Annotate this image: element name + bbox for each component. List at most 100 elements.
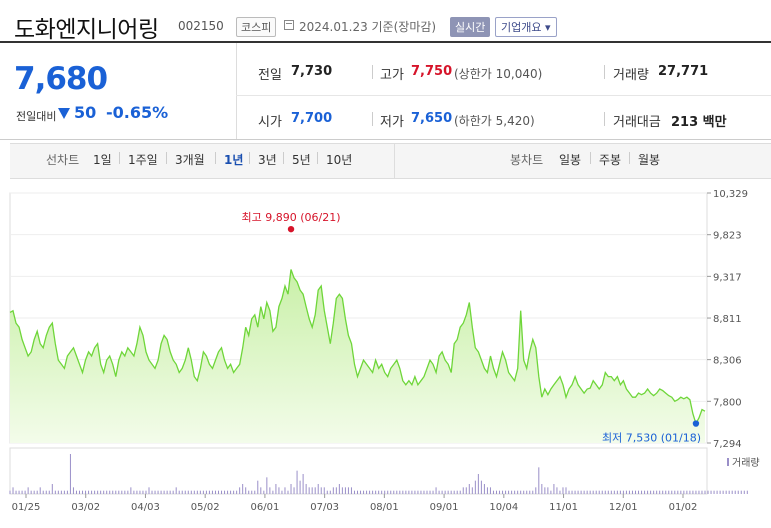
volume-bar [517,490,519,494]
volume-bar [641,490,643,494]
volume-bar [363,490,365,494]
y-tick-label: 10,329 [713,190,748,200]
period-3month[interactable]: 3개월 [175,153,205,167]
volume-bar [737,490,739,494]
volume-bar [75,490,77,494]
volume-bar [196,490,198,494]
x-tick-label: 10/04 [489,502,518,513]
period-1year[interactable]: 1년 [224,153,244,167]
volume-bar [622,490,624,494]
period-10year[interactable]: 10년 [326,153,353,167]
volume-bar [716,490,718,494]
volume-bar [523,490,525,494]
volume-bar [647,490,649,494]
volume-bar [610,490,612,494]
volume-bar [103,490,105,494]
volume-bar [453,490,455,494]
volume-bar [136,490,138,494]
volume-bar [299,480,301,494]
volume-bar [148,487,150,494]
price-chart[interactable]: 10,329 9,823 9,317 8,811 8,306 7,800 7,294 최고 … [0,190,771,528]
volume-bar [477,474,479,494]
volume-bar [381,490,383,494]
low-label: 저가 [380,115,404,130]
volume-bar [465,487,467,494]
volume-bar [245,487,247,494]
volume-bar [378,490,380,494]
candle-daily[interactable]: 일봉 [559,153,582,167]
stock-code: 002150 [178,19,224,33]
volume-bar [595,490,597,494]
candle-chart-label: 봉차트 [510,153,544,167]
volume-bar [746,490,748,494]
volume-bar [269,487,271,494]
volume-bar [532,490,534,494]
x-tick-label: 07/03 [310,502,339,513]
vs-prev-label: 전일대비 [16,110,57,123]
volume-bar [544,487,546,494]
volume-bar [565,487,567,494]
open-label: 시가 [258,115,282,130]
company-overview-dropdown[interactable]: 기업개요 ▾ [495,17,557,37]
volume-bar [393,490,395,494]
volume-bar [372,490,374,494]
candle-weekly[interactable]: 주봉 [599,153,622,167]
divider [372,65,373,79]
divider [249,152,250,164]
volume-bar [166,490,168,494]
volume-bar [408,490,410,494]
realtime-button[interactable]: 실시간 [450,17,491,37]
volume-bar [236,490,238,494]
volume-bar [157,490,159,494]
y-tick-label: 7,294 [713,439,742,450]
prev-close-label: 전일 [258,68,282,83]
volume-bar [60,490,62,494]
volume-bar [414,490,416,494]
volume-bar [375,490,377,494]
volume-bar [302,474,304,494]
high-annotation: 최고 9,890 (06/21) [242,211,341,224]
volume-bar [635,490,636,494]
volume-bar [592,490,594,494]
volume-bar [242,484,244,494]
period-3year[interactable]: 3년 [258,153,277,167]
volume-bar [160,490,162,494]
volume-bar [541,484,543,494]
volume-bar [142,490,144,494]
volume-bar [79,490,80,494]
volume-bar [574,490,576,494]
period-5year[interactable]: 5년 [292,153,311,167]
period-1week[interactable]: 1주일 [128,153,158,167]
volume-bar [619,490,621,494]
volume-bar [613,490,615,494]
open-value: 7,700 [291,111,333,126]
divider [590,152,591,164]
volume-bar [100,490,102,494]
volume-bar [205,490,207,494]
period-1day[interactable]: 1일 [93,153,112,167]
volume-bar [281,490,283,494]
volume-bar [248,490,250,494]
volume-bar [396,490,398,494]
volume-bar [190,490,192,494]
volume-bar [583,490,585,494]
volume-bar [251,490,253,494]
volume-bar [42,490,44,494]
divider [236,43,237,139]
stock-name: 도화엔지니어링 [14,17,159,43]
candle-monthly[interactable]: 월봉 [638,153,661,167]
current-price: 7,680 [14,61,108,97]
volume-bar [211,490,213,494]
volume-bar [638,490,640,494]
divider [236,95,771,96]
volume-bar [628,490,630,494]
high-label: 고가 [380,68,404,83]
volume-bar [459,490,461,494]
period-bar [10,143,771,179]
lower-limit: (하한가 5,420) [454,114,535,128]
volume-bar [689,490,691,494]
x-axis: 01/25 03/02 04/03 05/02 06/01 07/03 08/01 09/01… [12,494,697,513]
volume-bar [175,487,177,494]
volume-bar [353,490,355,494]
volume-legend: 거래량 [732,457,760,469]
